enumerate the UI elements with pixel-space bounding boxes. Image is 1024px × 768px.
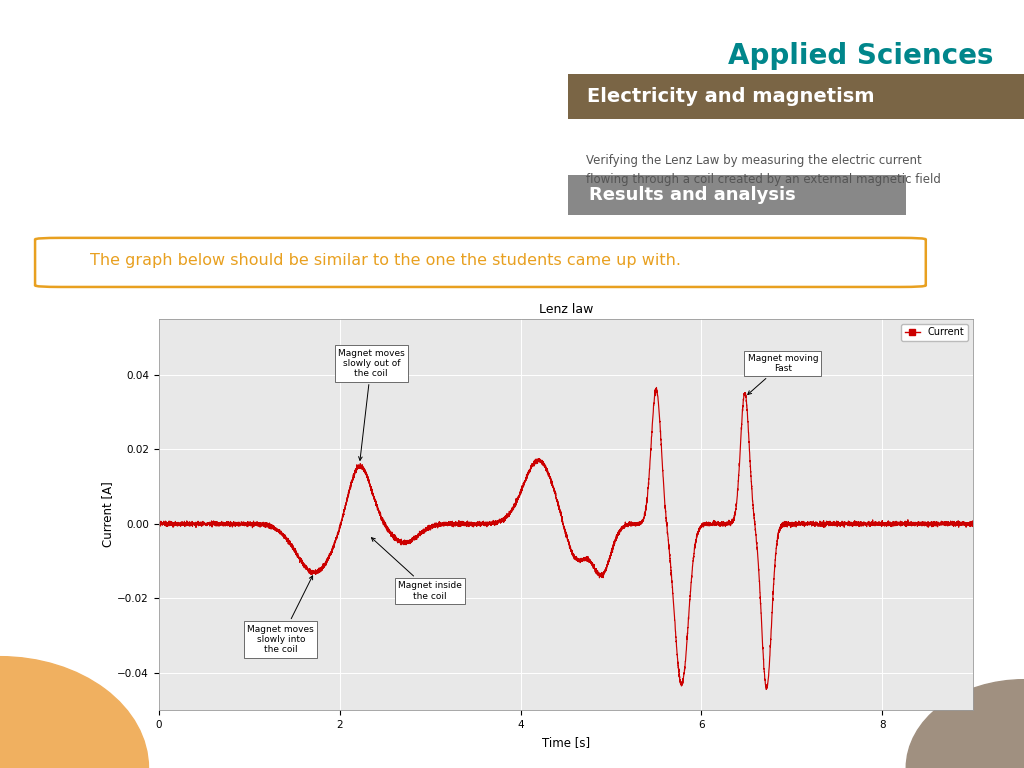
Current bbox=[650, 382, 663, 392]
Text: The graph below should be similar to the one the students came up with.: The graph below should be similar to the… bbox=[90, 253, 681, 268]
Text: Results and analysis: Results and analysis bbox=[589, 186, 796, 204]
Current bbox=[371, 500, 383, 509]
Text: Applied Sciences: Applied Sciences bbox=[728, 42, 993, 70]
Y-axis label: Current [A]: Current [A] bbox=[101, 482, 115, 548]
Current bbox=[153, 518, 165, 527]
Current bbox=[199, 520, 211, 529]
Text: Magnet moving
Fast: Magnet moving Fast bbox=[748, 354, 818, 395]
Text: Magnet moves
slowly into
the coil: Magnet moves slowly into the coil bbox=[248, 576, 314, 654]
Current bbox=[663, 540, 675, 549]
FancyBboxPatch shape bbox=[568, 175, 906, 215]
Line: Current: Current bbox=[159, 387, 973, 690]
Legend: Current: Current bbox=[901, 323, 968, 341]
FancyBboxPatch shape bbox=[568, 74, 1024, 119]
Current bbox=[953, 520, 966, 529]
Text: Electricity and magnetism: Electricity and magnetism bbox=[587, 88, 874, 106]
X-axis label: Time [s]: Time [s] bbox=[542, 736, 590, 749]
Current bbox=[650, 388, 663, 397]
Text: Verifying the Lenz Law by measuring the electric current
flowing through a coil : Verifying the Lenz Law by measuring the … bbox=[586, 154, 941, 186]
Text: Magnet moves
slowly out of
the coil: Magnet moves slowly out of the coil bbox=[338, 349, 404, 460]
Current bbox=[967, 519, 979, 528]
Current bbox=[760, 685, 772, 694]
Text: Magnet inside
the coil: Magnet inside the coil bbox=[372, 538, 462, 601]
FancyBboxPatch shape bbox=[35, 238, 926, 287]
Title: Lenz law: Lenz law bbox=[539, 303, 593, 316]
Current bbox=[796, 518, 808, 528]
